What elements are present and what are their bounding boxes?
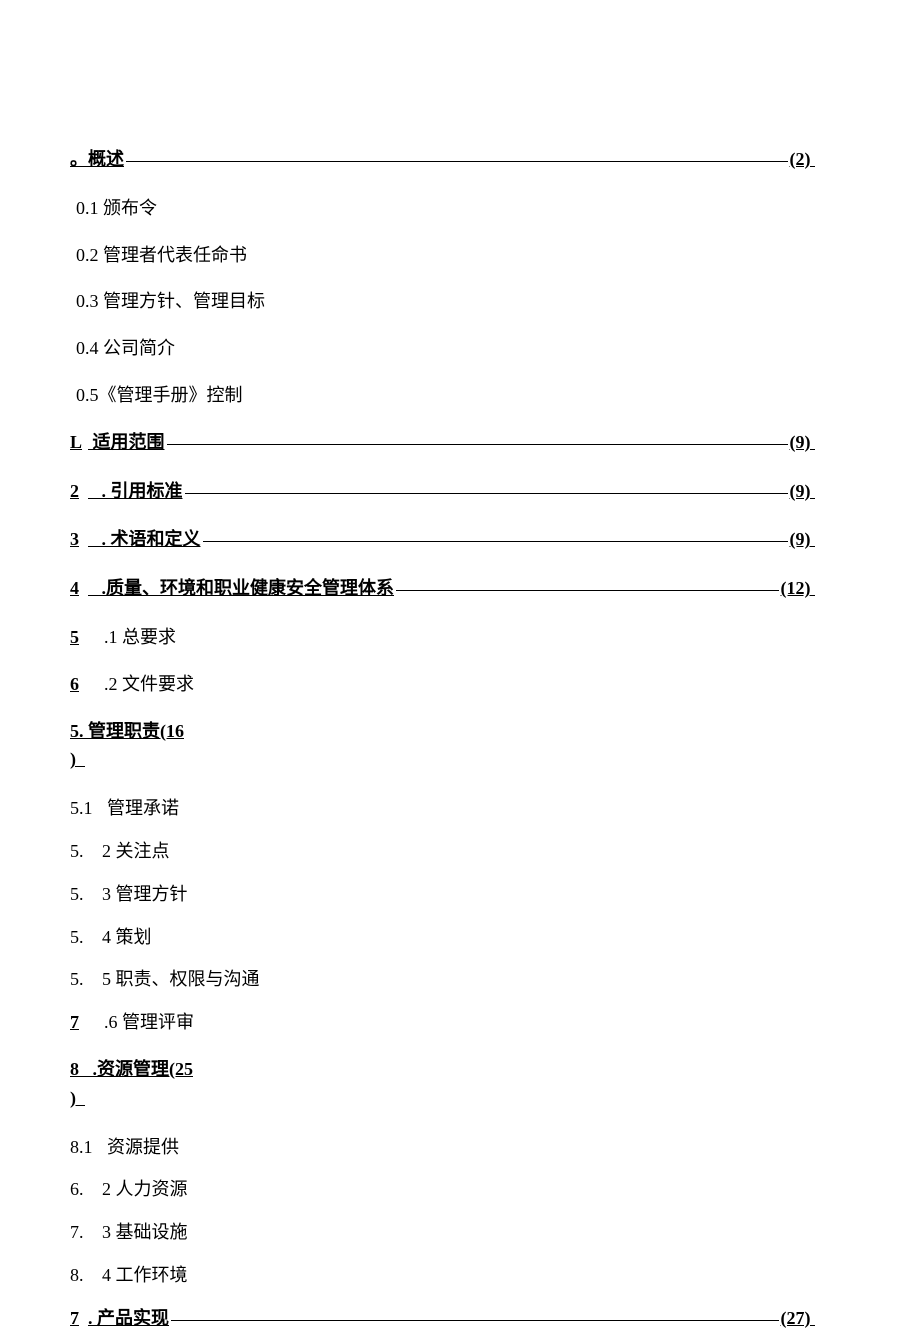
toc-subitem: 5.1 管理承诺 xyxy=(70,794,815,823)
toc-subitem: 7.6 管理评审 xyxy=(70,1008,815,1037)
toc-leader xyxy=(171,1320,779,1321)
table-of-contents: 。概述 (2) 0.1 颁布令 0.2 管理者代表任命书 0.3 管理方针、管理目标 0… xyxy=(70,145,815,1333)
subitem-label: 资源提供 xyxy=(107,1137,179,1157)
toc-subitem: 8.4 工作环境 xyxy=(70,1261,815,1290)
subitem-label: 0.3 管理方针、管理目标 xyxy=(76,287,265,316)
toc-page: (12) xyxy=(781,574,816,603)
subitem-label: .6 管理评审 xyxy=(104,1008,194,1037)
toc-subitem: 5.2 关注点 xyxy=(70,837,815,866)
toc-entry: 。概述 (2) xyxy=(70,145,815,174)
subitem-num: 5. xyxy=(70,965,98,994)
toc-subitem: 7.3 基础设施 xyxy=(70,1218,815,1247)
toc-label: . 引用标准 xyxy=(88,477,183,506)
subitem-prefix: 7 xyxy=(70,1008,98,1037)
subitem-num2: 2 xyxy=(102,841,116,861)
subitem-label: 0.4 公司简介 xyxy=(76,334,175,363)
toc-page-close: ) xyxy=(70,745,85,774)
subitem-label: 0.1 颁布令 xyxy=(76,194,157,223)
toc-prefix: L xyxy=(70,428,88,457)
toc-page: (2) xyxy=(790,145,816,174)
toc-subitem: 5.5 职责、权限与沟通 xyxy=(70,965,815,994)
toc-prefix: 4 xyxy=(70,574,88,603)
toc-label: 概述 xyxy=(88,145,124,174)
toc-prefix: 2 xyxy=(70,477,88,506)
toc-leader xyxy=(396,590,779,591)
toc-page: (9) xyxy=(790,428,816,457)
subitem-label: 基础设施 xyxy=(116,1222,188,1242)
toc-subitem: 0.3 管理方针、管理目标 xyxy=(70,287,815,316)
toc-subitem: 5.3 管理方针 xyxy=(70,880,815,909)
toc-leader xyxy=(185,493,788,494)
toc-prefix: 。 xyxy=(70,145,88,174)
toc-label: . 术语和定义 xyxy=(88,525,201,554)
toc-page: (27) xyxy=(781,1304,816,1333)
toc-prefix: 8 xyxy=(70,1055,79,1084)
subitem-num: 6. xyxy=(70,1175,98,1204)
toc-entry: 7. 产品实现 (27) xyxy=(70,1304,815,1333)
toc-label: . 管理职责 xyxy=(79,717,160,746)
toc-leader xyxy=(167,444,788,445)
subitem-num2: 4 xyxy=(102,927,116,947)
subitem-label: .1 总要求 xyxy=(104,623,176,652)
toc-leader xyxy=(203,541,788,542)
subitem-num: 5.1 xyxy=(70,794,98,823)
toc-label: 适用范围 xyxy=(88,428,165,457)
toc-subitem: 5.4 策划 xyxy=(70,923,815,952)
toc-page: (25 xyxy=(169,1055,193,1084)
toc-prefix: 3 xyxy=(70,525,88,554)
toc-prefix: 5 xyxy=(70,717,79,746)
subitem-num: 5. xyxy=(70,923,98,952)
subitem-label: 关注点 xyxy=(116,841,170,861)
toc-leader xyxy=(126,161,788,162)
toc-label: .质量、环境和职业健康安全管理体系 xyxy=(88,574,394,603)
subitem-prefix: 6 xyxy=(70,670,98,699)
subitem-num2: 3 xyxy=(102,1222,116,1242)
subitem-label: 人力资源 xyxy=(116,1179,188,1199)
toc-entry: 5. 管理职责(16) xyxy=(70,717,815,775)
toc-entry: 3 . 术语和定义 (9) xyxy=(70,525,815,554)
toc-page: (9) xyxy=(790,525,816,554)
subitem-label: 工作环境 xyxy=(116,1265,188,1285)
subitem-num: 5. xyxy=(70,837,98,866)
toc-label: . 产品实现 xyxy=(88,1304,169,1333)
subitem-label: 管理承诺 xyxy=(107,798,179,818)
toc-page: (9) xyxy=(790,477,816,506)
toc-subitem: 6.2 人力资源 xyxy=(70,1175,815,1204)
subitem-label: .2 文件要求 xyxy=(104,670,194,699)
subitem-num2: 4 xyxy=(102,1265,116,1285)
toc-subitem: 0.4 公司简介 xyxy=(70,334,815,363)
subitem-num: 7. xyxy=(70,1218,98,1247)
subitem-label: 管理方针 xyxy=(116,884,188,904)
toc-label: .资源管理 xyxy=(79,1055,169,1084)
toc-page: (16 xyxy=(160,717,184,746)
toc-subitem: 5.1 总要求 xyxy=(70,623,815,652)
toc-subitem: 0.1 颁布令 xyxy=(70,194,815,223)
toc-entry: 2 . 引用标准 (9) xyxy=(70,477,815,506)
subitem-prefix: 5 xyxy=(70,623,98,652)
toc-subitem: 8.1 资源提供 xyxy=(70,1133,815,1162)
toc-subitem: 0.2 管理者代表任命书 xyxy=(70,241,815,270)
toc-subitem: 0.5《管理手册》控制 xyxy=(70,381,815,410)
subitem-num2: 3 xyxy=(102,884,116,904)
toc-subitem: 6.2 文件要求 xyxy=(70,670,815,699)
toc-page-close: ) xyxy=(70,1084,85,1113)
subitem-num2: 5 xyxy=(102,969,116,989)
toc-prefix: 7 xyxy=(70,1304,88,1333)
subitem-label: 0.2 管理者代表任命书 xyxy=(76,241,247,270)
subitem-num2: 2 xyxy=(102,1179,116,1199)
subitem-num: 8. xyxy=(70,1261,98,1290)
toc-entry: 8 .资源管理(25) xyxy=(70,1055,815,1113)
subitem-label: 0.5《管理手册》控制 xyxy=(76,381,243,410)
subitem-label: 职责、权限与沟通 xyxy=(116,969,260,989)
subitem-num: 5. xyxy=(70,880,98,909)
toc-entry: 4 .质量、环境和职业健康安全管理体系 (12) xyxy=(70,574,815,603)
subitem-num: 8.1 xyxy=(70,1133,98,1162)
subitem-label: 策划 xyxy=(116,927,152,947)
toc-entry: L 适用范围 (9) xyxy=(70,428,815,457)
